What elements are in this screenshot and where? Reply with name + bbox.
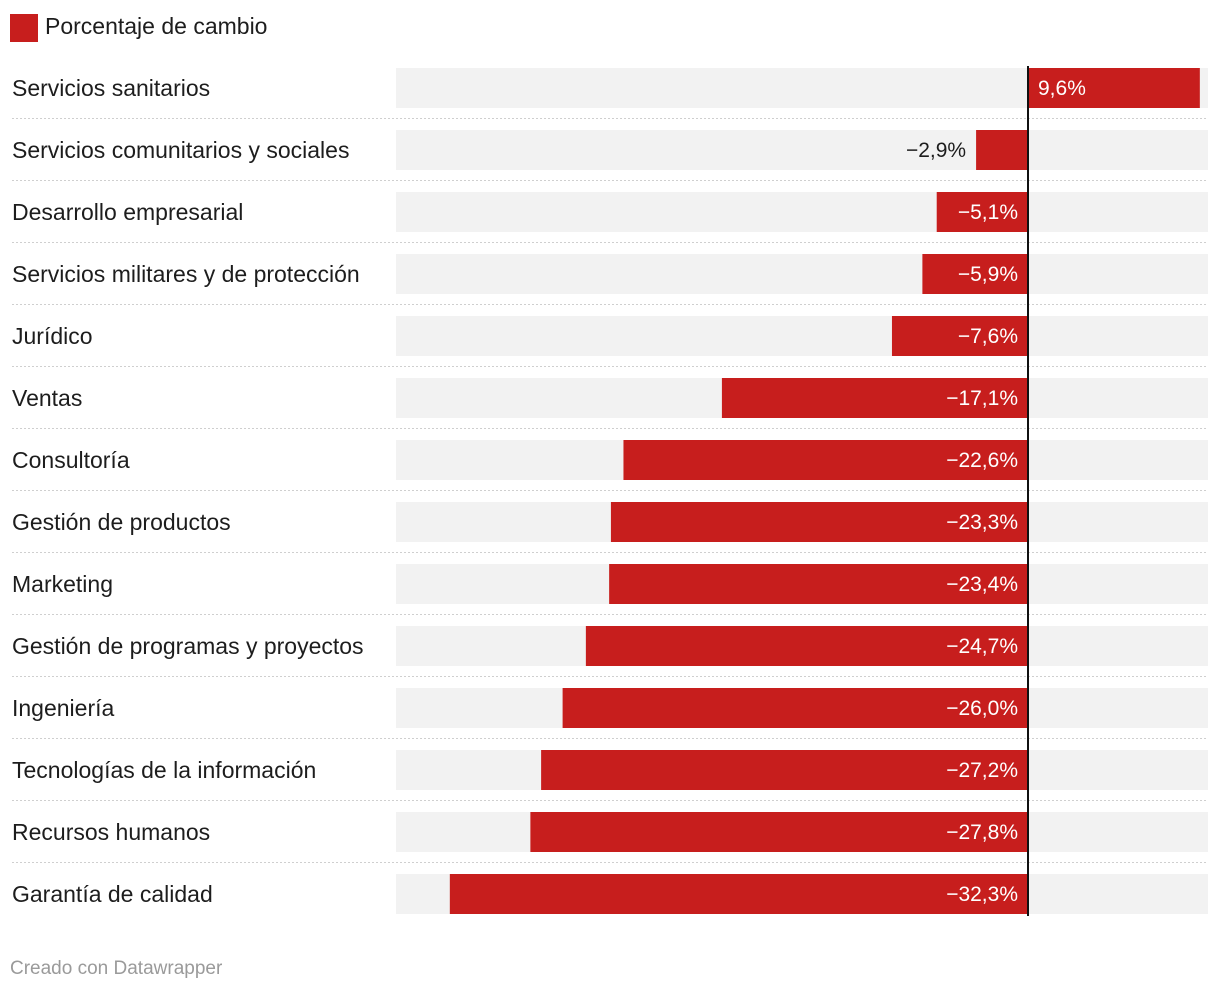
chart-row: Gestión de programas y proyectos −24,7% <box>12 626 1208 677</box>
category-label: Ventas <box>12 385 82 411</box>
bar-track <box>396 316 1208 356</box>
bar[interactable] <box>1028 68 1200 108</box>
chart-row: Tecnologías de la información −27,2% <box>12 750 1208 801</box>
legend: Porcentaje de cambio <box>10 13 267 42</box>
data-label: −17,1% <box>946 387 1018 410</box>
category-label: Servicios comunitarios y sociales <box>12 137 349 163</box>
chart-row: Garantía de calidad −32,3% <box>12 874 1208 914</box>
category-label: Servicios sanitarios <box>12 75 210 101</box>
category-label: Jurídico <box>12 323 93 349</box>
bar[interactable] <box>936 192 1028 232</box>
category-label: Recursos humanos <box>12 819 210 845</box>
bar[interactable] <box>610 502 1028 542</box>
chart-row: Servicios militares y de protección −5,9% <box>12 254 1208 305</box>
bar[interactable] <box>562 688 1028 728</box>
category-label: Tecnologías de la información <box>12 757 316 783</box>
data-label: −23,4% <box>946 573 1018 596</box>
chart-row: Servicios sanitarios 9,6% <box>12 68 1208 119</box>
chart-row: Consultoría −22,6% <box>12 440 1208 491</box>
bar[interactable] <box>976 130 1028 170</box>
chart-row: Jurídico −7,6% <box>12 316 1208 367</box>
bar-track <box>396 254 1208 294</box>
data-label: −27,8% <box>946 821 1018 844</box>
bar[interactable] <box>449 874 1029 914</box>
data-label: −26,0% <box>946 697 1018 720</box>
category-label: Servicios militares y de protección <box>12 261 360 287</box>
category-label: Marketing <box>12 571 113 597</box>
data-label: −7,6% <box>958 325 1018 348</box>
category-label: Gestión de productos <box>12 509 231 535</box>
chart-row: Desarrollo empresarial −5,1% <box>12 192 1208 243</box>
credit-text[interactable]: Creado con Datawrapper <box>10 958 223 979</box>
bar[interactable] <box>609 564 1028 604</box>
data-label: −24,7% <box>946 635 1018 658</box>
chart-rows: Servicios sanitarios 9,6% Servicios comuni… <box>12 68 1208 914</box>
chart-row: Marketing −23,4% <box>12 564 1208 615</box>
data-label: −5,9% <box>958 263 1018 286</box>
data-label: −2,9% <box>906 139 966 162</box>
bar[interactable] <box>721 378 1028 418</box>
category-label: Desarrollo empresarial <box>12 199 243 225</box>
category-label: Garantía de calidad <box>12 881 213 907</box>
bar-track <box>396 130 1208 170</box>
bar-track <box>396 192 1208 232</box>
data-label: −27,2% <box>946 759 1018 782</box>
chart-row: Ingeniería −26,0% <box>12 688 1208 739</box>
legend-swatch <box>10 14 38 42</box>
data-label: −22,6% <box>946 449 1018 472</box>
category-label: Consultoría <box>12 447 130 473</box>
bar[interactable] <box>623 440 1028 480</box>
bar[interactable] <box>585 626 1028 666</box>
chart-row: Gestión de productos −23,3% <box>12 502 1208 553</box>
category-label: Gestión de programas y proyectos <box>12 633 364 659</box>
bar[interactable] <box>530 812 1028 852</box>
data-label: −5,1% <box>958 201 1018 224</box>
bar[interactable] <box>891 316 1028 356</box>
data-label: −32,3% <box>946 883 1018 906</box>
data-label: 9,6% <box>1038 77 1086 100</box>
legend-label: Porcentaje de cambio <box>45 13 267 39</box>
bar[interactable] <box>922 254 1028 294</box>
chart-row: Ventas −17,1% <box>12 378 1208 429</box>
category-label: Ingeniería <box>12 695 115 721</box>
chart-row: Recursos humanos −27,8% <box>12 812 1208 863</box>
data-label: −23,3% <box>946 511 1018 534</box>
chart-row: Servicios comunitarios y sociales −2,9% <box>12 130 1208 181</box>
bar[interactable] <box>541 750 1028 790</box>
